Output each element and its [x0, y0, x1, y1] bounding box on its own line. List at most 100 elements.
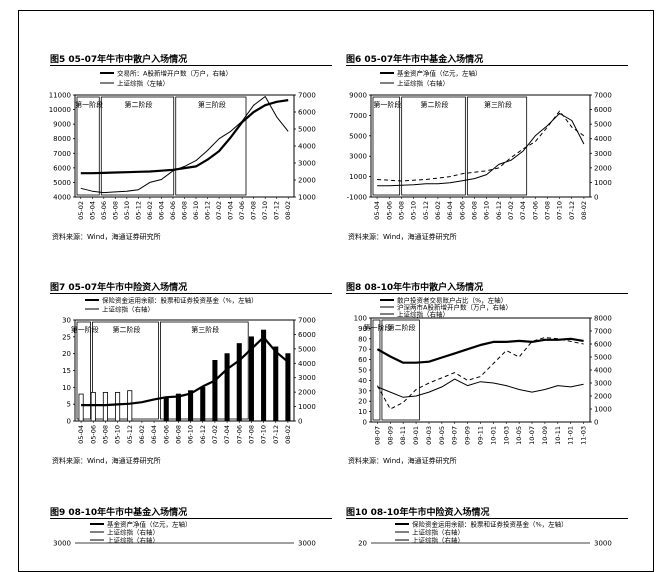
chart-5-xtick-label: 06-02: [146, 201, 154, 220]
chart-6-phase-label-1: 第一阶段: [373, 100, 401, 109]
chart-5-source: 资料来源：Wind，海通证券研究所: [52, 233, 161, 241]
chart-5-xtick-label: 07-06: [238, 201, 246, 220]
chart-6-ytick-right-label: 0: [594, 194, 598, 202]
chart-7-bar: [90, 391, 96, 422]
chart-8-xtick-label: 09-03: [425, 426, 433, 445]
chart-6-series-line-2: [377, 110, 585, 182]
chart-8-xtick-label: 09-05: [438, 426, 446, 445]
chart-8-xtick-label: 10-11: [554, 426, 562, 445]
chart-9-ytick-left-label: 3000: [53, 540, 71, 548]
chart-5-xtick-label: 07-10: [261, 201, 269, 220]
chart-6-xtick-label: 07-12: [568, 201, 576, 220]
chart-6-xtick-label: 06-02: [434, 201, 442, 220]
chart-5-plot-frame: [74, 94, 295, 198]
chart-6-ytick-right-label: 1000: [594, 179, 612, 187]
chart-5-phase-box-2: [100, 96, 175, 196]
chart-5-ytick-left-label: 5000: [53, 179, 71, 187]
chart-7-ytick-right-label: 4000: [298, 360, 316, 368]
chart-6-xtick-label: 05-04: [373, 201, 381, 220]
chart-7-xtick-label: 06-04: [150, 425, 158, 444]
chart-7-xtick-label: 05-08: [101, 425, 109, 444]
chart-10-ytick-right-label: 3000: [594, 540, 612, 548]
chart-6-ytick-left-label: 5000: [349, 132, 367, 140]
chart-8-ytick-right-label: 5000: [594, 354, 612, 362]
chart-7-ytick-left-label: 20: [62, 350, 71, 358]
chart-5-series-line-2: [80, 96, 289, 194]
chart-5-ytick-right-label: 7000: [298, 92, 316, 100]
chart-7-ytick-left-label: 30: [62, 317, 71, 325]
chart-5-series-line-1: [80, 99, 289, 175]
chart-6-xtick-label: 06-12: [495, 201, 503, 220]
chart-10-legend-label-3: 上证综指（右轴）: [412, 536, 464, 545]
chart-8-ytick-left-label: 0: [363, 419, 367, 427]
chart-6-phase-box-1: [372, 96, 401, 196]
chart-8-ytick-right-label: 2000: [594, 393, 612, 401]
chart-5-xtick-label: 06-12: [204, 201, 212, 220]
chart-8-legend-label-3: 上证综指（右轴）: [397, 310, 449, 319]
chart-8-ytick-right-label: 0: [594, 419, 598, 427]
chart-8-xtick-label: 11-03: [580, 426, 588, 445]
chart-5-ytick-right-label: 6000: [298, 109, 316, 117]
chart-7-xtick-label: 06-08: [174, 425, 182, 444]
chart-5-xtick-label: 07-08: [250, 201, 258, 220]
chart-5-xtick-label: 05-08: [111, 201, 119, 220]
chart-8-xtick-label: 09-07: [451, 426, 459, 445]
chart-7-xtick-label: 08-02: [284, 425, 292, 444]
chart-6-ytick-left-label: -1000: [347, 194, 367, 202]
chart-5-phase-label-2: 第二阶段: [125, 100, 153, 109]
chart-7-legend-label-1: 保险资金运用余额：股票和证券投资基金（%，左轴）: [102, 296, 258, 305]
chart-7-bar: [212, 359, 218, 422]
chart-5-ytick-left-label: 10000: [49, 106, 71, 114]
chart-8-xtick-label: 08-11: [399, 426, 407, 445]
chart-6-xtick-label: 07-08: [543, 201, 551, 220]
chart-8-ytick-left-label: 50: [358, 367, 367, 375]
chart-7-xtick-label: 07-04: [223, 425, 231, 444]
chart-8-xtick-label: 08-07: [373, 426, 381, 445]
chart-9-legend-label-3: 上证综指（右轴）: [107, 536, 159, 545]
chart-6-ytick-right-label: 7000: [594, 92, 612, 100]
chart-7-source: 资料来源：Wind，海通证券研究所: [52, 457, 161, 465]
chart-6-title: 图6 05-07年牛市中基金入场情况: [346, 55, 484, 65]
chart-6-xtick-label: 07-02: [507, 201, 515, 220]
chart-5-ytick-left-label: 9000: [53, 121, 71, 129]
chart-7-bar: [273, 346, 279, 422]
chart-7-xtick-label: 07-10: [260, 425, 268, 444]
chart-5-xtick-label: 08-02: [284, 201, 292, 220]
chart-5-xtick-label: 07-02: [215, 201, 223, 220]
chart-5-legend-label-1: 交易所：A股新增开户数（万户，右轴）: [117, 69, 232, 78]
chart-6-phase-label-2: 第二阶段: [421, 100, 449, 109]
chart-8-ytick-left-label: 20: [358, 398, 367, 406]
chart-5-xtick-label: 06-10: [192, 201, 200, 220]
chart-8-xtick-label: 11-01: [567, 426, 575, 445]
chart-7-ytick-left-label: 10: [62, 384, 71, 392]
chart-7-bar: [236, 343, 242, 422]
chart-5-phase-box-1: [76, 96, 100, 196]
chart-8-legend-label-2: 沪深两市A股新增开户数（万户，右轴）: [397, 303, 512, 312]
chart-8-xtick-label: 10-01: [489, 426, 497, 445]
chart-5-phase-box-3: [175, 96, 247, 196]
chart-7-ytick-left-label: 0: [67, 418, 71, 426]
chart-8-ytick-right-label: 3000: [594, 380, 612, 388]
chart-8-xtick-label: 10-09: [541, 426, 549, 445]
chart-8-ytick-right-label: 4000: [594, 367, 612, 375]
chart-6-xtick-label: 05-08: [397, 201, 405, 220]
chart-6-phase-box-2: [401, 96, 466, 196]
chart-7-xtick-label: 06-06: [162, 425, 170, 444]
chart-9-title: 图9 08-10年牛市中基金入场情况: [50, 508, 188, 518]
chart-7-series-line-1: [81, 336, 289, 407]
chart-7-ytick-right-label: 7000: [298, 317, 316, 325]
chart-7-bar: [127, 390, 133, 422]
page: 图5 05-07年牛市中散户入场情况 图6 05-07年牛市中基金入场情况 资料…: [18, 10, 654, 572]
chart-9-ytick-right-label: 3000: [298, 540, 316, 548]
chart-5-xtick-label: 05-02: [77, 201, 85, 220]
chart-6-ytick-right-label: 2000: [594, 164, 612, 172]
chart-5-title: 图5 05-07年牛市中散户入场情况: [50, 55, 188, 65]
chart-6-xtick-label: 06-10: [483, 201, 491, 220]
chart-7-xtick-label: 06-10: [187, 425, 195, 444]
chart-8-ytick-left-label: 80: [358, 335, 367, 343]
chart-8-source: 资料来源：Wind，海通证券研究所: [348, 457, 457, 465]
chart-8-series-line-1: [376, 337, 584, 364]
chart-8-xtick-label: 09-09: [464, 426, 472, 445]
chart-8-series-line-3: [377, 378, 584, 398]
chart-7-bar: [188, 390, 194, 422]
